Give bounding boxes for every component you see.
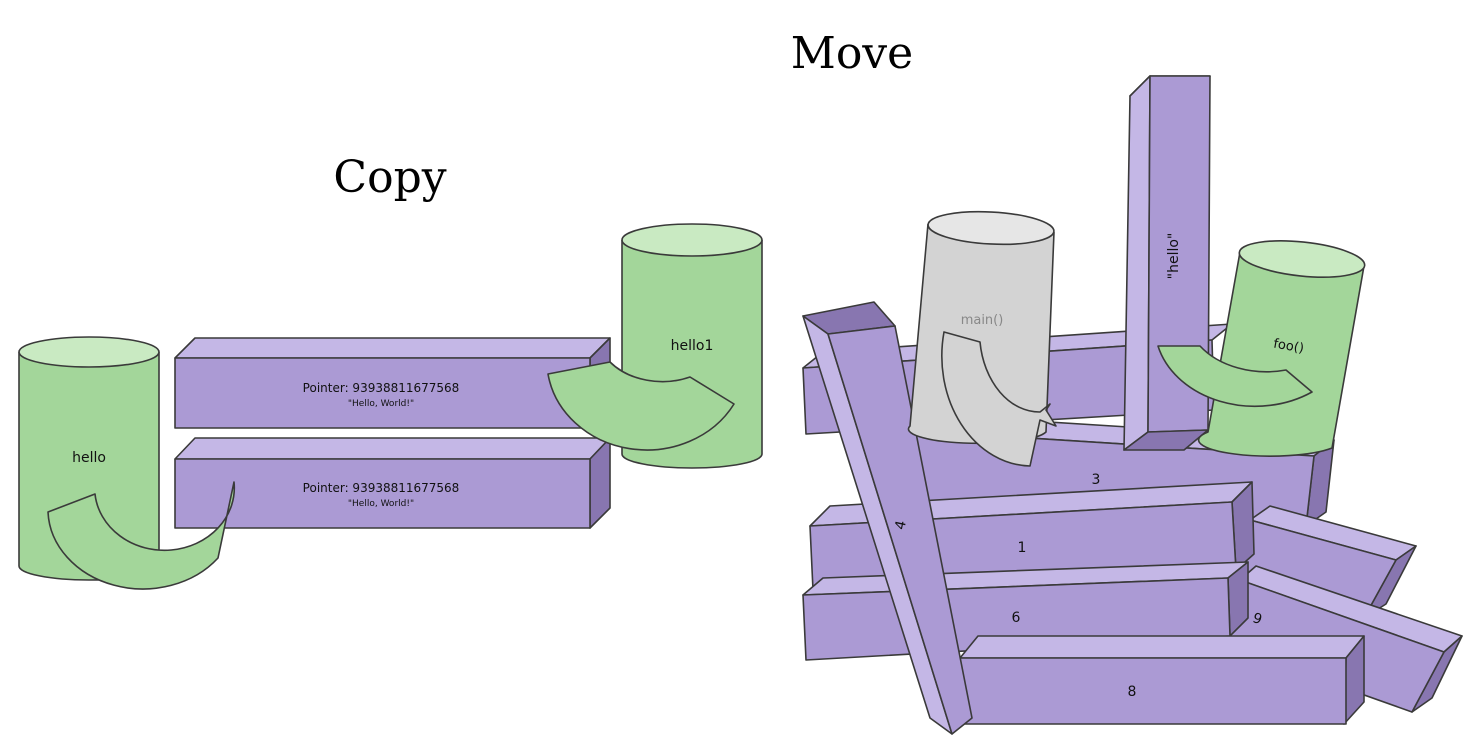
box-front-face [174,458,591,529]
cylinder-foo: foo() [1157,240,1366,457]
pointer-label: Pointer: 93938811677568 [303,381,460,395]
value-label: "Hello, World!" [348,399,414,409]
cylinder-top [927,210,1055,246]
beam-top-face [959,635,1365,659]
beam-front-face [959,657,1347,725]
cylinder-hello: hello [18,336,236,590]
beam-label: 6 [1012,610,1021,626]
value-label: "Hello, World!" [348,499,414,509]
beam-4: 4 [802,301,973,735]
beam-label: 3 [1092,472,1101,488]
cylinder-hello1: hello1 [547,223,763,469]
beam-label: 4 [892,519,910,531]
beam-label: 8 [1128,684,1137,700]
beam-8: 8 [959,635,1365,725]
copy-box-top: Pointer: 93938811677568 "Hello, World!" [174,337,611,429]
cylinder-label: hello [72,450,106,466]
copy-box-bottom: Pointer: 93938811677568 "Hello, World!" [174,437,611,529]
hand-arc [941,331,1057,467]
hand-arc [1157,345,1313,408]
beam-front-face [827,325,973,735]
cylinder-body [1197,251,1365,457]
copy-title: Copy [333,152,446,203]
pointer-label: Pointer: 93938811677568 [303,481,460,495]
hand-arc [547,361,735,451]
cylinder-main: main() [907,210,1057,467]
beam-label: 1 [1018,540,1027,556]
move-title: Move [791,28,913,79]
pillar-label: "hello" [1166,233,1182,280]
pillar-hello: "hello" [1123,75,1211,451]
box-front-face [174,357,591,429]
pillar-side-face [1123,75,1151,451]
cylinder-top [621,223,763,257]
hand-arc [47,481,236,590]
cylinder-top [1238,240,1366,278]
cylinder-label: main() [961,313,1004,328]
cylinder-top [18,336,160,368]
cylinder-label: hello1 [671,338,714,354]
box-top-face [174,337,611,359]
cylinder-label: foo() [1272,337,1305,357]
box-top-face [174,437,611,460]
